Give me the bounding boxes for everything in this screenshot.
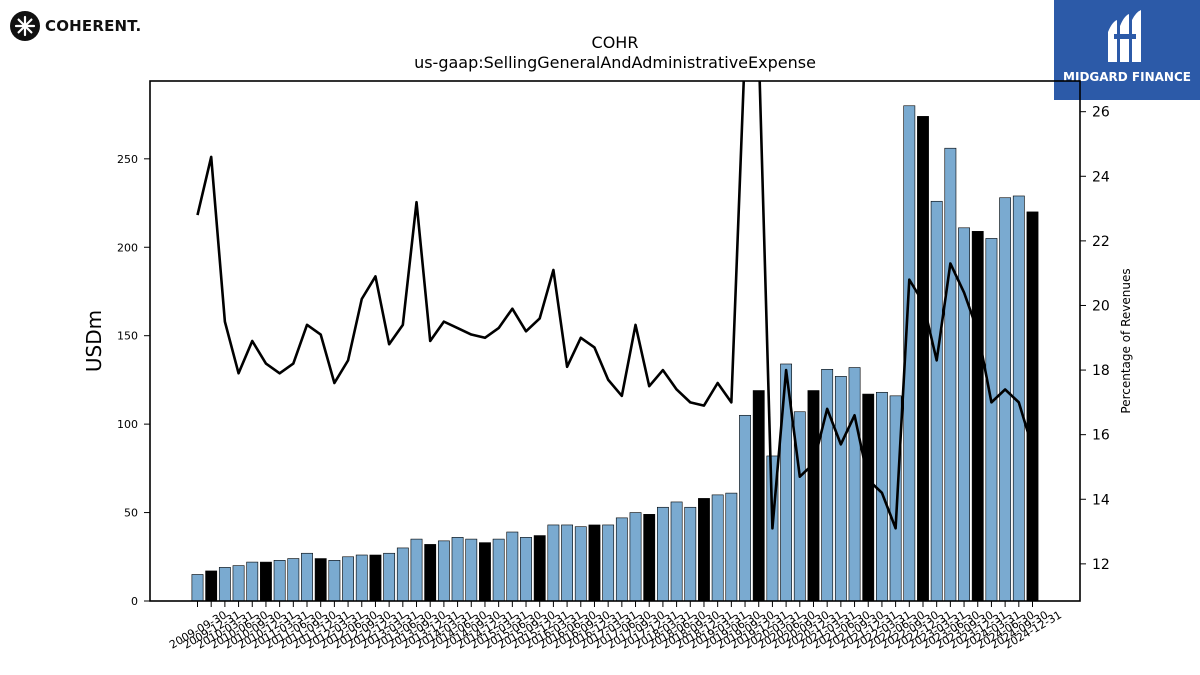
coherent-logo-icon <box>10 11 40 41</box>
bar <box>999 197 1012 602</box>
bar <box>437 540 450 602</box>
bar <box>492 538 505 602</box>
bar <box>369 554 382 602</box>
bar <box>314 558 327 602</box>
y-axis-label: USDm <box>82 310 106 372</box>
bar <box>739 414 751 602</box>
bar <box>629 512 642 602</box>
bar <box>725 492 738 602</box>
bar <box>807 390 820 602</box>
bar <box>684 506 697 602</box>
y2-tick-label: 14 <box>1092 492 1110 508</box>
bar <box>944 147 957 602</box>
midgard-logo-icon <box>1108 10 1141 62</box>
y-tick-label: 0 <box>131 595 138 608</box>
bar <box>424 544 437 602</box>
bar <box>602 524 615 602</box>
bar <box>643 514 656 602</box>
bar <box>588 524 601 602</box>
y-tick-label: 200 <box>117 241 138 254</box>
bar <box>930 200 943 602</box>
bar <box>396 547 409 602</box>
midgard-finance-logo: MIDGARD FINANCE <box>1054 0 1200 100</box>
bar <box>301 552 313 602</box>
bar <box>191 574 204 602</box>
bar <box>383 552 396 602</box>
bar <box>876 391 888 602</box>
plot-area: 05010015020025012141618202224262009-09-3… <box>117 80 1110 652</box>
y2-tick-label: 16 <box>1092 428 1110 444</box>
bar <box>821 368 834 602</box>
bar <box>547 524 560 602</box>
bar <box>355 554 368 602</box>
y2-tick-label: 22 <box>1092 234 1110 250</box>
bar <box>218 567 231 602</box>
y-tick-label: 250 <box>117 153 138 166</box>
y2-tick-label: 26 <box>1092 105 1110 121</box>
bar <box>670 501 683 602</box>
y-tick-label: 100 <box>117 418 138 431</box>
bar <box>848 367 861 602</box>
y2-tick-label: 18 <box>1092 363 1110 379</box>
bar <box>574 526 587 602</box>
bar <box>465 538 478 602</box>
midgard-logo-text: MIDGARD FINANCE <box>1063 70 1191 84</box>
bar <box>342 556 354 602</box>
bar <box>246 561 259 602</box>
bar <box>834 376 847 602</box>
bar <box>1026 211 1039 602</box>
ratio-line <box>196 81 1034 530</box>
bar <box>451 537 464 602</box>
bar <box>889 395 902 602</box>
bar <box>561 524 573 602</box>
bar <box>520 537 532 602</box>
bar <box>533 535 546 602</box>
bar <box>971 231 984 602</box>
y-tick-label: 50 <box>124 507 138 520</box>
y2-tick-label: 20 <box>1092 298 1110 314</box>
chart-subtitle: us-gaap:SellingGeneralAndAdministrativeE… <box>414 53 816 72</box>
bar <box>752 390 765 602</box>
bar <box>985 238 998 602</box>
bar <box>862 393 875 602</box>
bar <box>328 560 341 602</box>
y2-axis-label: Percentage of Revenues <box>1119 268 1133 413</box>
bar <box>917 116 929 602</box>
bar <box>410 538 423 602</box>
bar <box>656 506 669 602</box>
bar <box>273 560 286 602</box>
y2-tick-label: 24 <box>1092 169 1110 185</box>
bar <box>205 570 218 602</box>
y2-tick-label: 12 <box>1092 557 1110 573</box>
plot-frame <box>149 80 1081 602</box>
bar <box>615 517 628 602</box>
bar <box>506 531 519 602</box>
bar <box>232 565 245 602</box>
bar <box>287 558 300 602</box>
bar <box>698 498 710 602</box>
coherent-logo: COHERENT. <box>10 10 141 42</box>
coherent-logo-text: COHERENT. <box>45 17 142 35</box>
bar <box>711 494 724 602</box>
y-tick-label: 150 <box>117 330 138 343</box>
bar <box>260 561 272 602</box>
bar <box>479 542 491 602</box>
chart-title: COHR <box>592 33 639 52</box>
